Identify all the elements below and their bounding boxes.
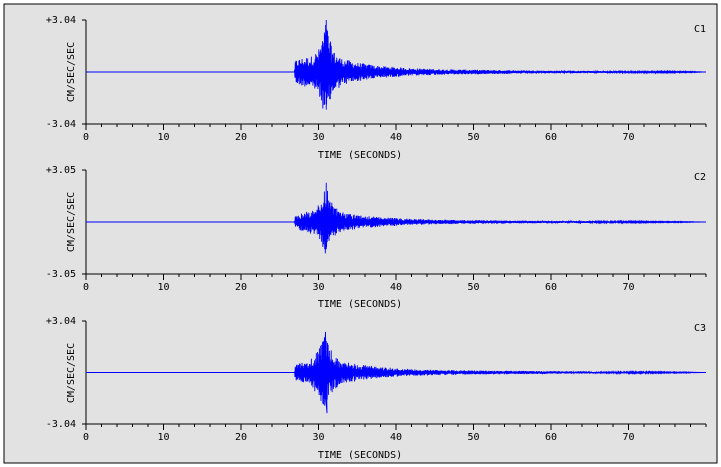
x-tick-label: 10 [157, 282, 169, 293]
x-tick-label: 30 [312, 432, 324, 443]
x-tick-label: 20 [235, 432, 247, 443]
x-tick-label: 50 [467, 432, 479, 443]
waveform-line [293, 19, 706, 110]
trace-series [86, 19, 706, 110]
trace-series [86, 331, 706, 414]
x-axis-label: TIME (SECONDS) [318, 299, 402, 310]
y-bottom-label: -3.04 [46, 419, 76, 430]
x-tick-label: 40 [390, 132, 402, 143]
y-axis-label: CM/SEC/SEC [66, 343, 77, 403]
x-tick-label: 70 [622, 132, 634, 143]
x-axis-label: TIME (SECONDS) [318, 150, 402, 161]
x-tick-labels: 0 10 20 30 40 50 60 70 [83, 432, 635, 443]
panel-c2: C2 +3.05 -3.05 CM/SEC/SEC TIME (SECONDS)… [46, 165, 707, 310]
y-top-label: +3.04 [46, 316, 76, 327]
panel-title: C2 [694, 172, 706, 183]
x-ticks [85, 124, 707, 130]
panel-title: C1 [694, 24, 706, 35]
x-tick-label: 30 [312, 132, 324, 143]
x-tick-label: 50 [467, 282, 479, 293]
x-tick-label: 50 [467, 132, 479, 143]
x-tick-labels: 0 10 20 30 40 50 60 70 [83, 282, 635, 293]
x-tick-label: 0 [83, 432, 89, 443]
x-tick-label: 70 [622, 282, 634, 293]
waveform-line [293, 331, 706, 414]
x-tick-label: 60 [545, 132, 557, 143]
panel-title: C3 [694, 323, 706, 334]
y-axis-label: CM/SEC/SEC [66, 42, 77, 102]
y-top-label: +3.04 [46, 15, 76, 26]
x-tick-label: 40 [390, 432, 402, 443]
y-bottom-label: -3.04 [46, 119, 76, 130]
x-tick-label: 60 [545, 432, 557, 443]
y-axis-label: CM/SEC/SEC [66, 192, 77, 252]
x-tick-label: 10 [157, 432, 169, 443]
x-tick-label: 60 [545, 282, 557, 293]
x-tick-label: 20 [235, 282, 247, 293]
x-axis-label: TIME (SECONDS) [318, 450, 402, 461]
x-tick-label: 40 [390, 282, 402, 293]
trace-series [86, 182, 706, 254]
x-tick-labels: 0 10 20 30 40 50 60 70 [83, 132, 635, 143]
x-tick-label: 30 [312, 282, 324, 293]
x-ticks [85, 274, 707, 280]
x-tick-label: 10 [157, 132, 169, 143]
waveform-line [293, 182, 706, 254]
panel-c3: C3 +3.04 -3.04 CM/SEC/SEC TIME (SECONDS)… [46, 316, 707, 461]
y-top-label: +3.05 [46, 165, 76, 176]
panel-c1: C1 +3.04 -3.04 CM/SEC/SEC TIME (SECONDS)… [46, 15, 707, 161]
x-tick-label: 0 [83, 282, 89, 293]
x-ticks [85, 424, 707, 430]
x-tick-label: 70 [622, 432, 634, 443]
y-bottom-label: -3.05 [46, 269, 76, 280]
x-tick-label: 0 [83, 132, 89, 143]
x-tick-label: 20 [235, 132, 247, 143]
